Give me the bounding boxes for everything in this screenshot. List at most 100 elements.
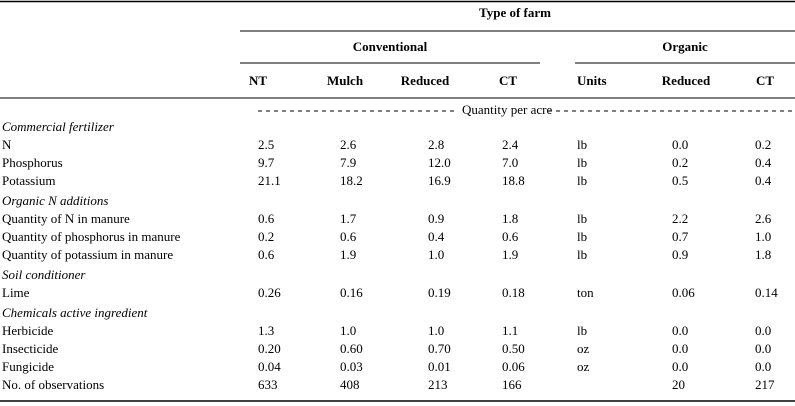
cell: 7.0 [502,155,518,170]
subtitle: Quantity per acre [462,102,552,117]
column-header: Mulch [327,73,364,88]
group-header: Conventional [353,39,428,54]
cell: 0.14 [755,285,778,300]
section-title: Chemicals active ingredient [2,305,148,320]
row-label: N [2,137,12,152]
cell: 1.8 [755,247,771,262]
cell: 2.8 [428,137,444,152]
cell: 217 [755,377,775,392]
cell: 2.2 [672,211,688,226]
cell: lb [577,137,587,152]
cell: 0.06 [672,285,695,300]
row-label: Phosphorus [2,155,63,170]
cell: 20 [672,377,685,392]
cell: 0.5 [672,173,688,188]
cell: 12.0 [428,155,451,170]
section-title: Organic N additions [2,193,108,208]
cell: 0.03 [340,359,363,374]
cell: 0.7 [672,229,689,244]
cell: lb [577,155,587,170]
cell: 2.6 [755,211,772,226]
cell: 0.6 [258,211,275,226]
cell: 0.6 [258,247,275,262]
cell: 1.0 [428,323,444,338]
cell: lb [577,247,587,262]
cell: 213 [428,377,448,392]
cell: 0.20 [258,341,281,356]
column-header: CT [756,73,774,88]
cell: 0.0 [755,323,771,338]
cell: 7.9 [340,155,356,170]
cell: 1.0 [428,247,444,262]
cell: 0.4 [755,173,772,188]
row-label: Lime [2,285,30,300]
section-title: Commercial fertilizer [2,119,115,134]
cell: 0.60 [340,341,363,356]
cell: 1.0 [755,229,771,244]
cell: 18.2 [340,173,363,188]
cell: 21.1 [258,173,281,188]
cell: lb [577,211,587,226]
cell: 0.0 [672,359,688,374]
cell: 0.0 [755,359,771,374]
group-header: Organic [662,39,708,54]
cell: 0.19 [428,285,451,300]
cell: 16.9 [428,173,451,188]
cell: 1.1 [502,323,518,338]
cell: 0.01 [428,359,451,374]
cell: 0.9 [428,211,444,226]
cell: 2.5 [258,137,274,152]
column-header: CT [499,73,517,88]
cell: 0.0 [672,137,688,152]
cell: oz [577,341,590,356]
cell: 1.3 [258,323,274,338]
cell: 18.8 [502,173,525,188]
row-label: Fungicide [2,359,54,374]
cell: lb [577,229,587,244]
cell: ton [577,285,594,300]
cell: 0.04 [258,359,281,374]
cell: 0.4 [755,155,772,170]
cell: 1.0 [340,323,356,338]
cell: 0.0 [672,323,688,338]
cell: oz [577,359,590,374]
row-label: Quantity of potassium in manure [2,247,173,262]
cell: 1.8 [502,211,518,226]
row-label: Quantity of phosphorus in manure [2,229,181,244]
cell: 0.6 [502,229,519,244]
row-label: Herbicide [2,323,53,338]
cell: lb [577,173,587,188]
cell: 633 [258,377,278,392]
cell: 0.2 [258,229,274,244]
cell: 0.9 [672,247,688,262]
cell: 0.6 [340,229,357,244]
column-header: Reduced [662,73,711,88]
row-label: Insecticide [2,341,59,356]
cell: 1.9 [340,247,356,262]
cell: 0.06 [502,359,525,374]
column-header: Units [577,73,607,88]
cell: 2.4 [502,137,519,152]
section-title: Soil conditioner [2,267,86,282]
cell: 408 [340,377,360,392]
cell: 0.2 [755,137,771,152]
cell: 0.0 [672,341,688,356]
cell: 9.7 [258,155,275,170]
cell: 0.4 [428,229,445,244]
cell: lb [577,323,587,338]
cell: 0.0 [755,341,771,356]
cell: 0.18 [502,285,525,300]
row-label: Potassium [2,173,55,188]
cell: 0.50 [502,341,525,356]
cell: 1.9 [502,247,518,262]
column-header: NT [249,73,267,88]
cell: 0.70 [428,341,451,356]
row-label: Quantity of N in manure [2,211,130,226]
cell: 2.6 [340,137,357,152]
cell: 166 [502,377,522,392]
cell: 0.16 [340,285,363,300]
column-header: Reduced [401,73,450,88]
cell: 0.26 [258,285,281,300]
